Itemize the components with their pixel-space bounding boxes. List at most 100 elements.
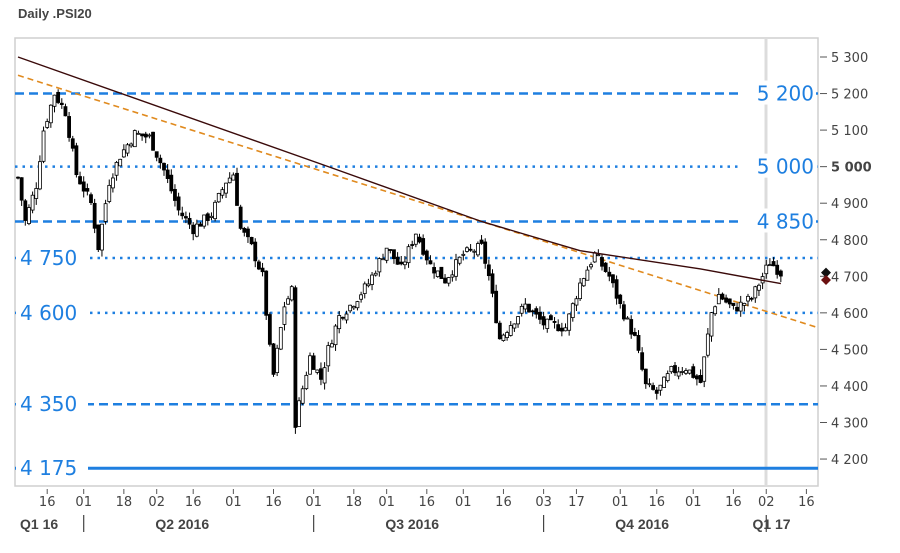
candle-body xyxy=(180,212,185,217)
candle-body xyxy=(450,274,455,278)
candle-body xyxy=(242,228,247,233)
candle-body xyxy=(348,304,353,312)
candle-body xyxy=(38,161,42,190)
candle-body xyxy=(618,294,623,305)
y-tick-label: 4 600 xyxy=(831,307,868,322)
candle-body xyxy=(541,316,546,326)
price-marker xyxy=(821,267,831,278)
x-tick-label: 01 xyxy=(455,495,472,510)
candle-body xyxy=(684,370,688,374)
candle-body xyxy=(454,259,458,277)
candle-body xyxy=(216,192,221,203)
candle-body xyxy=(475,243,480,256)
candle-body xyxy=(603,262,608,272)
candle-body xyxy=(289,286,294,301)
level-label-bg xyxy=(16,299,88,324)
candle-body xyxy=(271,343,276,375)
candle-body xyxy=(30,194,35,211)
candle-body xyxy=(713,306,718,315)
candle-body xyxy=(253,241,258,262)
candle-body xyxy=(428,260,433,265)
candle-body xyxy=(362,283,367,294)
y-tick-label: 5 300 xyxy=(831,51,868,66)
candle-body xyxy=(651,385,655,390)
level-label-bg xyxy=(16,455,88,480)
candle-body xyxy=(768,264,772,267)
candle-body xyxy=(329,343,334,348)
candle-body xyxy=(735,306,739,312)
candle-body xyxy=(151,131,155,151)
x-tick-label: 16 xyxy=(495,495,512,510)
candle-body xyxy=(413,233,418,245)
candle-body xyxy=(643,368,648,385)
candle-body xyxy=(23,200,28,221)
candle-body xyxy=(16,176,20,179)
candle-body xyxy=(570,303,575,318)
x-tick-label: 03 xyxy=(535,495,552,510)
candle-body xyxy=(611,274,615,284)
candle-body xyxy=(384,247,389,261)
candle-body xyxy=(742,302,747,306)
candle-body xyxy=(720,293,725,300)
candle-body xyxy=(508,325,513,336)
candle-body xyxy=(41,130,46,162)
candle-body xyxy=(96,224,101,251)
candle-body xyxy=(629,319,634,335)
y-tick-label: 5 200 xyxy=(831,88,868,103)
candle-body xyxy=(48,104,53,124)
candle-body xyxy=(421,238,426,255)
quarter-label: Q2 2016 xyxy=(155,516,209,532)
candle-body xyxy=(494,290,499,324)
x-tick-label: 01 xyxy=(685,495,702,510)
candle-body xyxy=(231,174,236,181)
candle-body xyxy=(286,298,291,305)
candle-body xyxy=(344,313,349,321)
candle-body xyxy=(424,250,429,261)
candle-body xyxy=(775,264,780,275)
candle-body xyxy=(85,188,90,192)
candle-body xyxy=(165,169,170,179)
candle-body xyxy=(559,327,564,332)
candle-body xyxy=(738,301,743,312)
candle-body xyxy=(169,174,174,192)
candle-body xyxy=(680,371,685,373)
candle-body xyxy=(198,223,203,227)
candles xyxy=(16,89,783,434)
candle-body xyxy=(669,365,674,373)
quarter-label: Q1 16 xyxy=(20,516,58,532)
candle-body xyxy=(373,272,378,276)
candle-body xyxy=(147,134,152,137)
candle-body xyxy=(377,258,382,273)
y-tick-label: 4 700 xyxy=(831,270,868,285)
level-label: 4 600 xyxy=(20,301,77,325)
candle-body xyxy=(359,294,364,300)
candle-body xyxy=(34,188,39,199)
candle-body xyxy=(121,149,126,158)
candle-body xyxy=(501,334,506,341)
candle-body xyxy=(486,264,491,277)
level-label: 4 850 xyxy=(757,209,814,233)
candle-body xyxy=(600,257,604,267)
candle-body xyxy=(691,366,696,378)
candle-body xyxy=(505,332,510,338)
candle-body xyxy=(640,352,645,370)
x-tick-label: 01 xyxy=(612,495,629,510)
candle-body xyxy=(388,249,393,251)
candle-body xyxy=(114,162,119,176)
candle-body xyxy=(249,236,254,245)
candle-body xyxy=(622,304,626,320)
x-tick-label: 16 xyxy=(185,495,202,510)
candle-body xyxy=(753,286,758,299)
candle-body xyxy=(81,181,86,192)
level-label-bg xyxy=(738,153,816,178)
level-label-bg xyxy=(738,80,816,105)
candle-body xyxy=(695,375,699,380)
candle-body xyxy=(549,315,553,321)
candle-body xyxy=(326,345,331,367)
candle-body xyxy=(173,188,177,201)
candle-body xyxy=(260,267,265,273)
candle-body xyxy=(497,322,502,340)
candle-body xyxy=(771,261,776,267)
candle-body xyxy=(589,264,593,268)
candle-body xyxy=(443,277,447,284)
